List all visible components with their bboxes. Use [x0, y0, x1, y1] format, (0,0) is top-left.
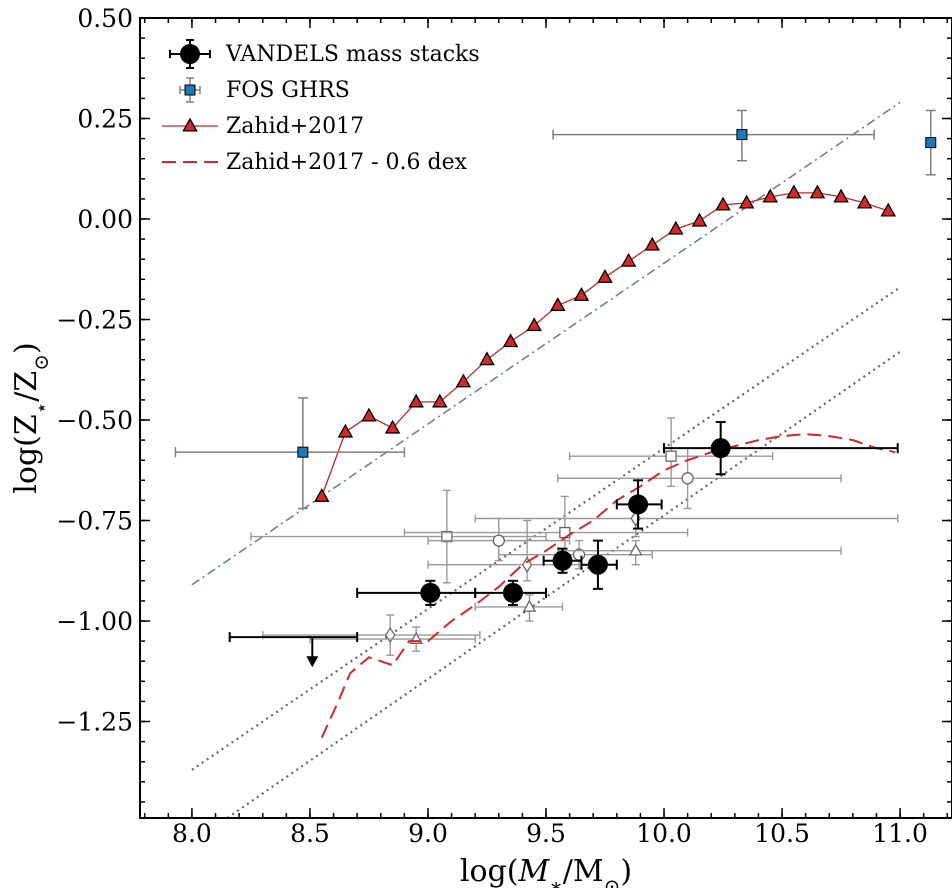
zahid2017-point: [786, 184, 802, 199]
axis-ticks: 8.0 8.5 9.0 9.5 10.0 10.5 11.0 0.50 0.25 0.00 −0.2…: [56, 4, 952, 848]
literature-square-marker: [665, 450, 677, 462]
zahid2017-point: [715, 196, 731, 211]
literature-point-circle: [557, 447, 842, 510]
zahid2017-series: [313, 184, 897, 502]
y-tick-label: −1.25: [56, 708, 133, 737]
literature-square-marker: [441, 530, 453, 543]
y-axis-label: log(Z⋆/Z⊙): [9, 342, 53, 493]
y-tick-label: 0.00: [77, 205, 133, 234]
x-tick-label: 11.0: [872, 819, 928, 848]
literature-point-triangle: [557, 539, 842, 566]
dotted-line-1: [191, 286, 901, 771]
y-tick-label: 0.25: [77, 105, 133, 134]
legend-label: Zahid+2017 - 0.6 dex: [226, 150, 468, 175]
zahid2017-point: [361, 407, 377, 422]
vandels-marker: [502, 582, 523, 603]
zahid2017-point: [856, 194, 873, 209]
literature-triangle-marker: [522, 599, 537, 612]
zahid2017-line: [321, 192, 889, 497]
legend-fos-marker: [184, 84, 196, 96]
y-tick-label: −0.25: [56, 306, 133, 335]
x-tick-label: 10.0: [636, 819, 692, 848]
upper-limit-arrow-head: [306, 656, 319, 668]
literature-circle-marker: [681, 472, 694, 485]
x-tick-label: 10.5: [754, 819, 810, 848]
vandels-point: [663, 421, 899, 476]
y-tick-label: 0.50: [77, 4, 133, 33]
plot-area: [174, 101, 937, 818]
zahid2017-point: [668, 220, 684, 235]
zahid2017-point: [502, 333, 519, 348]
legend-entry-fos: [179, 77, 201, 103]
fos-ghrs-point: [552, 109, 875, 162]
legend-entry-zahid: [162, 117, 218, 132]
zahid2017-point: [455, 373, 472, 388]
zahid2017-point: [432, 393, 448, 408]
literature-point-diamond: [474, 499, 899, 538]
y-tick-label: −0.50: [56, 406, 133, 435]
zahid2017-point: [809, 184, 826, 199]
fos-ghrs-point: [925, 109, 937, 176]
x-tick-label: 8.0: [172, 819, 212, 848]
zahid2017-point: [550, 297, 566, 311]
zahid2017-point: [691, 212, 708, 227]
literature-circle-marker: [492, 534, 505, 547]
zahid2017-point: [644, 236, 660, 251]
x-tick-label: 9.5: [526, 819, 566, 848]
literature-triangle-marker: [628, 543, 643, 556]
vandels-marker: [710, 438, 731, 459]
vandels-marker: [628, 494, 649, 515]
legend: VANDELS mass stacks FOS GHRS Zahid+2017 Zah…: [162, 39, 480, 175]
y-tick-label: −1.00: [56, 607, 133, 636]
zahid2017-point: [337, 423, 354, 438]
zahid2017-point: [313, 488, 330, 502]
fos-ghrs-marker: [736, 129, 748, 141]
legend-vandels-marker: [180, 44, 200, 64]
fos-ghrs-marker: [925, 137, 937, 149]
zahid2017-point: [597, 268, 613, 283]
vandels-marker: [587, 554, 608, 575]
zahid2017-point: [620, 252, 637, 267]
literature-diamond-marker: [384, 626, 396, 644]
zahid2017-point: [762, 188, 779, 203]
legend-entry-vandels: [169, 39, 211, 69]
vandels-point: [356, 579, 477, 606]
legend-label: VANDELS mass stacks: [225, 42, 480, 67]
legend-zahid-marker: [182, 117, 198, 132]
legend-label: Zahid+2017: [226, 114, 364, 139]
fos-ghrs-marker: [297, 446, 309, 458]
vandels-marker: [420, 582, 441, 603]
legend-label: FOS GHRS: [226, 78, 350, 103]
vandels-upper-limit: [228, 632, 359, 668]
zahid2017-point: [479, 351, 495, 366]
zahid-offset-line: [320, 433, 896, 739]
literature-point-diamond: [262, 614, 481, 656]
zahid2017-point: [880, 202, 897, 217]
literature-point-triangle: [474, 594, 564, 622]
zahid2017-point: [384, 419, 401, 434]
dotted-line-2: [226, 350, 901, 818]
zahid2017-point: [408, 393, 424, 408]
zahid2017-point: [833, 188, 849, 203]
zahid2017-point: [738, 194, 755, 209]
literature-point-square: [568, 417, 774, 488]
vandels-marker: [552, 550, 573, 571]
zahid2017-point: [526, 317, 542, 332]
x-axis-label: log(M∗/M⊙): [460, 854, 632, 888]
zahid2017-point: [573, 287, 590, 301]
y-tick-label: −0.75: [56, 507, 133, 536]
vandels-point: [474, 579, 547, 606]
vandels-point: [580, 539, 618, 590]
fos-ghrs-point: [174, 397, 406, 510]
x-tick-label: 8.5: [290, 819, 330, 848]
vandels-point: [615, 479, 663, 530]
x-tick-label: 9.0: [408, 819, 448, 848]
